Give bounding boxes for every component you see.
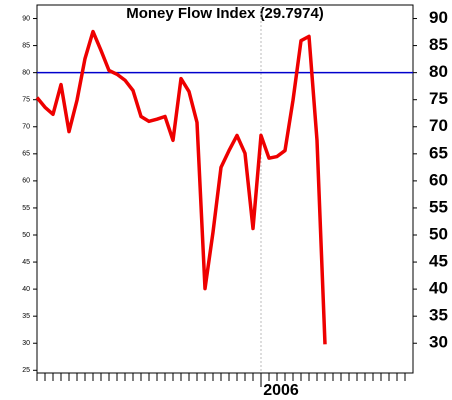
y-tick-label: 45	[22, 259, 30, 266]
y2-tick-label: 70	[429, 116, 448, 135]
y2-tick-label: 55	[429, 197, 448, 216]
y2-tick-label: 80	[429, 62, 448, 81]
y-tick-label: 25	[22, 367, 30, 374]
y2-tick-label: 50	[429, 224, 448, 243]
y2-tick-label: 45	[429, 252, 448, 271]
y2-tick-label: 35	[429, 306, 448, 325]
y-tick-label: 60	[22, 178, 30, 185]
y-tick-label: 55	[22, 205, 30, 212]
y-tick-label: 70	[22, 124, 30, 131]
y-tick-label: 30	[22, 340, 30, 347]
y-tick-label: 65	[22, 151, 30, 158]
chart-title: Money Flow Index (29.7974)	[126, 5, 324, 22]
y-tick-label: 80	[22, 69, 30, 76]
y2-tick-label: 85	[429, 35, 448, 54]
y-tick-label: 50	[22, 232, 30, 239]
y-tick-label: 85	[22, 42, 30, 49]
x-tick-label: 2006	[263, 382, 299, 399]
y2-tick-label: 40	[429, 279, 448, 298]
mfi-line	[35, 29, 327, 345]
y-tick-label: 90	[22, 15, 30, 22]
y2-tick-label: 30	[429, 333, 448, 352]
y2-tick-label: 65	[429, 143, 448, 162]
y-tick-label: 75	[22, 97, 30, 104]
y2-tick-label: 90	[429, 8, 448, 27]
y2-tick-label: 60	[429, 170, 448, 189]
y2-tick-label: 75	[429, 89, 448, 108]
y-tick-label: 35	[22, 313, 30, 320]
plot-frame	[36, 4, 414, 374]
y-tick-label: 40	[22, 286, 30, 293]
